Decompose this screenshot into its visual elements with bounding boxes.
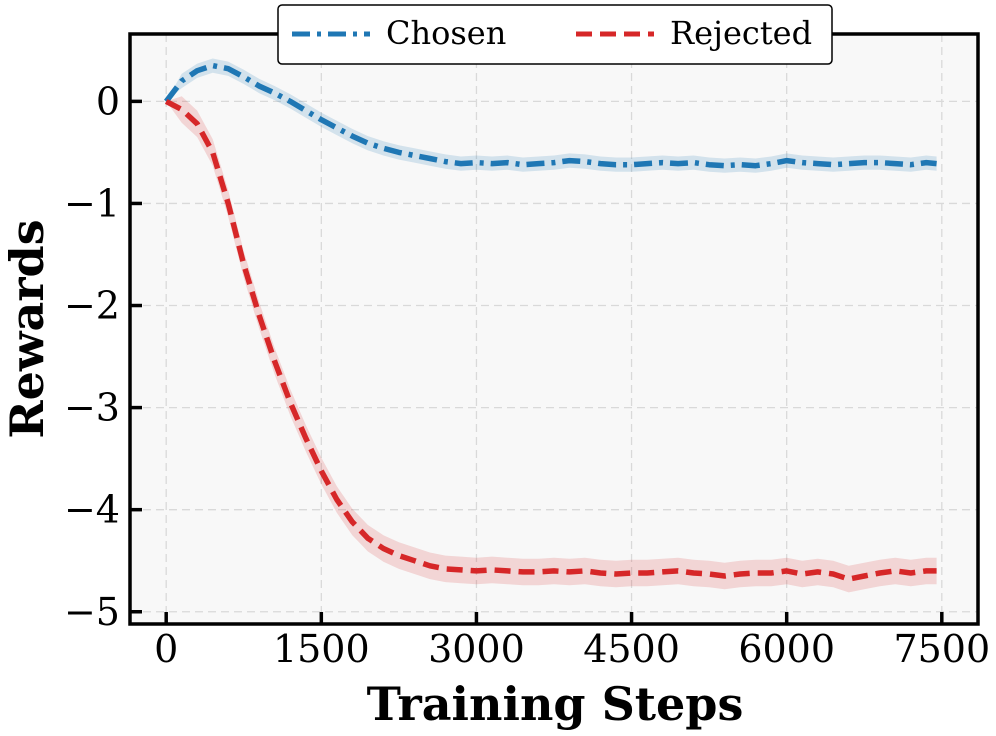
y-tick-label: −1: [64, 181, 120, 225]
x-tick-label: 4500: [583, 627, 680, 671]
x-tick-label: 1500: [273, 627, 370, 671]
x-tick-labels: 0 1500 3000 4500 6000 7500: [154, 627, 990, 671]
line-rejected: [164, 98, 937, 582]
line-chosen: [164, 62, 937, 169]
x-tick-label: 0: [154, 627, 178, 671]
y-tick-label: 0: [96, 79, 120, 123]
confidence-bands: [166, 58, 937, 593]
legend-label-chosen: Chosen: [386, 14, 506, 52]
axis-ticks: [130, 99, 944, 624]
legend-label-rejected: Rejected: [670, 14, 812, 52]
y-tick-label: −4: [64, 488, 120, 532]
x-tick-label: 7500: [893, 627, 990, 671]
series-lines: [164, 62, 937, 582]
legend-box: [277, 4, 833, 65]
y-tick-label: −5: [64, 590, 120, 634]
grid-lines: [130, 34, 978, 624]
y-tick-label: −3: [64, 386, 120, 430]
y-axis-title: Rewards: [0, 219, 54, 438]
plot-background: [130, 34, 978, 624]
y-tick-labels: 0 −1 −2 −3 −4 −5: [64, 79, 120, 633]
y-tick-label: −2: [64, 284, 120, 328]
legend: Chosen Rejected: [277, 4, 833, 65]
x-tick-label: 6000: [738, 627, 835, 671]
x-tick-label: 3000: [428, 627, 525, 671]
band-chosen: [166, 58, 937, 173]
x-axis-title: Training Steps: [367, 677, 744, 731]
